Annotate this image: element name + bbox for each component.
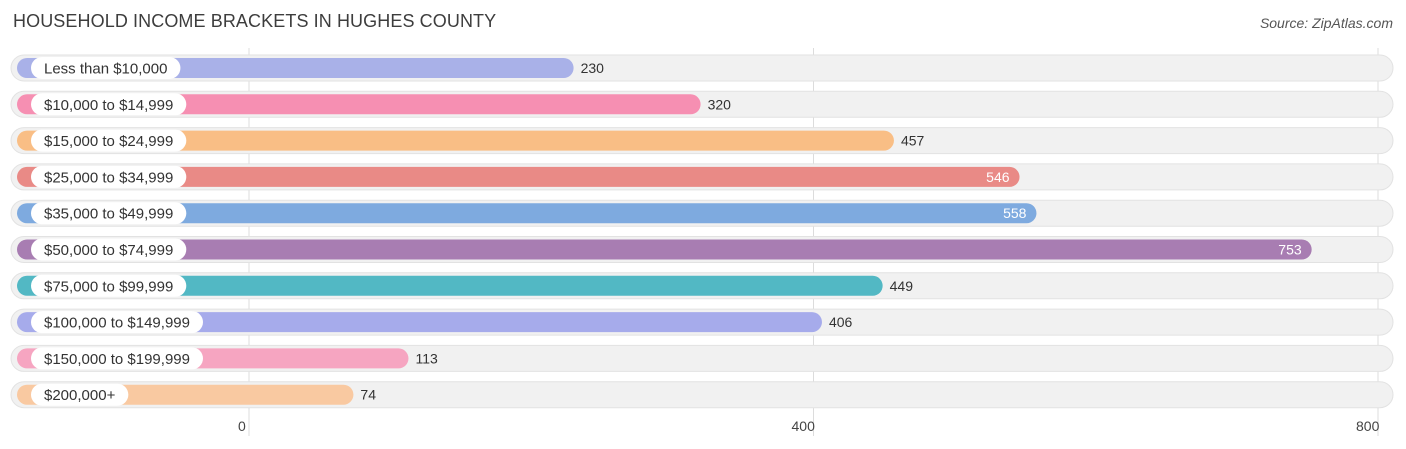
chart-title: HOUSEHOLD INCOME BRACKETS IN HUGHES COUN…: [13, 11, 497, 31]
bar-row: $15,000 to $24,999 457: [10, 127, 1394, 155]
category-label: $150,000 to $199,999: [44, 351, 190, 368]
x-axis-ticks: 0 400 800: [238, 418, 1380, 434]
value-label: 320: [708, 96, 732, 112]
bar-row: Less than $10,000 230: [10, 54, 1394, 82]
bar: [17, 166, 1020, 187]
category-label-pill: [31, 383, 129, 406]
bar-row: $35,000 to $49,999 558: [10, 199, 1394, 227]
bar-row: $25,000 to $34,999 546: [10, 163, 1394, 191]
category-label-pill: [31, 238, 187, 261]
bar: [17, 203, 1037, 224]
bar: [17, 275, 883, 296]
value-label: 449: [890, 278, 914, 294]
bar-row: $100,000 to $149,999 406: [10, 308, 1394, 336]
category-label: $15,000 to $24,999: [44, 133, 173, 150]
bar: [17, 94, 701, 115]
x-tick-label: 0: [238, 418, 246, 434]
bar-row: $10,000 to $14,999 320: [10, 90, 1394, 118]
bar-row: $150,000 to $199,999 113: [10, 344, 1394, 372]
value-label: 558: [1003, 205, 1027, 221]
category-label-pill: [31, 93, 187, 116]
source-credit: Source: ZipAtlas.com: [1259, 15, 1393, 31]
bar: [17, 130, 894, 151]
value-label: 113: [415, 350, 438, 366]
category-label: Less than $10,000: [44, 61, 167, 78]
value-label: 546: [986, 169, 1010, 185]
category-label: $200,000+: [44, 387, 116, 404]
value-label: 230: [581, 60, 605, 76]
category-label: $10,000 to $14,999: [44, 97, 173, 114]
value-label: 74: [360, 387, 376, 403]
bar-rows: Less than $10,000 230 $10,000 to $14,999 32…: [10, 54, 1394, 409]
bar-row: $50,000 to $74,999 753: [10, 236, 1394, 263]
bar: [17, 312, 822, 333]
category-label-pill: [31, 129, 187, 152]
category-label: $100,000 to $149,999: [44, 315, 190, 332]
category-label: $50,000 to $74,999: [44, 242, 173, 259]
bar: [17, 239, 1312, 260]
category-label: $75,000 to $99,999: [44, 278, 173, 295]
category-label-pill: [31, 57, 181, 79]
bar-row: $75,000 to $99,999 449: [10, 272, 1394, 300]
category-label: $35,000 to $49,999: [44, 206, 173, 223]
x-tick-label: 400: [792, 418, 816, 434]
category-label-pill: [31, 311, 203, 334]
bar-track: [10, 381, 1394, 409]
value-label: 457: [901, 133, 925, 149]
value-label: 406: [829, 314, 853, 330]
category-label-pill: [31, 274, 187, 297]
bar-row: $200,000+ 74: [10, 381, 1394, 409]
category-label-pill: [31, 202, 187, 225]
value-label: 753: [1278, 242, 1302, 258]
category-label-pill: [31, 347, 203, 370]
category-label: $25,000 to $34,999: [44, 169, 173, 186]
x-tick-label: 800: [1356, 418, 1380, 434]
category-label-pill: [31, 165, 187, 188]
